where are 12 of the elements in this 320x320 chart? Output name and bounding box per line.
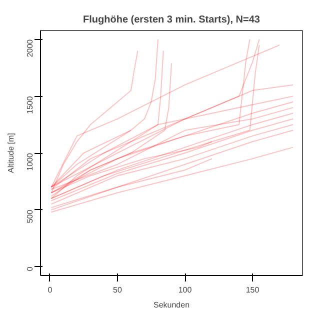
y-tick-label: 1500 [26, 96, 34, 114]
x-axis-title: Sekunden [153, 300, 190, 310]
x-tick-label: 50 [113, 286, 122, 294]
x-tick-label: 0 [48, 286, 53, 294]
y-tick-label: 500 [26, 209, 34, 224]
y-tick-label: 1000 [26, 152, 34, 171]
chart-title: Flughöhe (ersten 3 min. Starts), N=43 [83, 14, 260, 26]
y-tick-label: 2000 [26, 38, 34, 58]
y-tick-label: 0 [26, 266, 34, 272]
x-tick-label: 100 [178, 286, 192, 294]
x-tick-label: 150 [246, 286, 260, 294]
y-axis-title: Altitude [m] [6, 132, 16, 174]
